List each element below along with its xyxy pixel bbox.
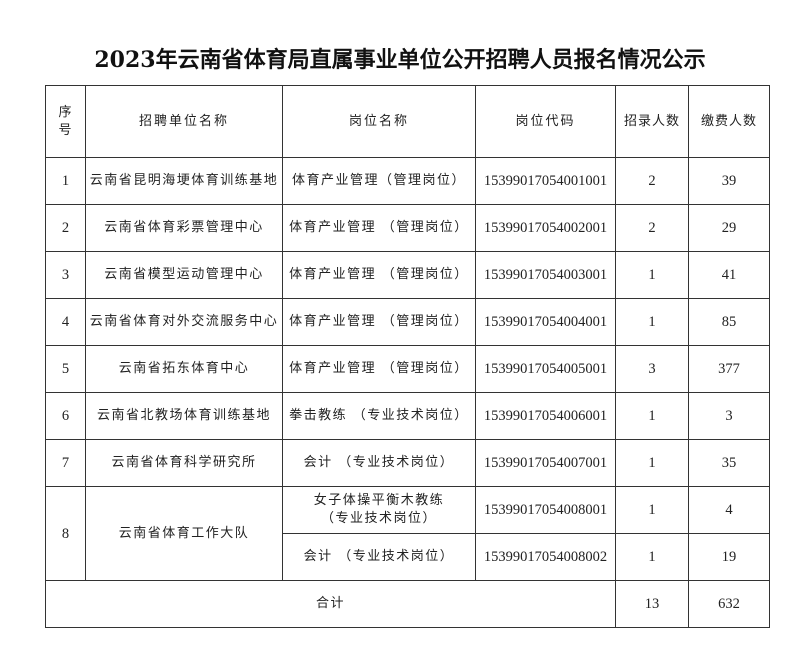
post-name: 体育产业管理 （管理岗位） bbox=[282, 345, 476, 393]
unit-name: 云南省北教场体育训练基地 bbox=[85, 392, 283, 440]
post-name: 体育产业管理 （管理岗位） bbox=[282, 251, 476, 299]
post-code: 15399017054002001 bbox=[475, 204, 616, 252]
row-number: 3 bbox=[45, 251, 86, 299]
paid-count: 39 bbox=[688, 157, 770, 205]
registration-table: 序号 招聘单位名称 岗位名称 岗位代码 招录人数 缴费人数 1 云南省昆明海埂体育… bbox=[45, 85, 770, 628]
row-number: 1 bbox=[45, 157, 86, 205]
unit-name: 云南省体育彩票管理中心 bbox=[85, 204, 283, 252]
unit-name: 云南省体育工作大队 bbox=[85, 486, 283, 581]
row-number: 7 bbox=[45, 439, 86, 487]
hire-count: 2 bbox=[615, 204, 689, 252]
table-row: 8 云南省体育工作大队 女子体操平衡木教练 （专业技术岗位） 1539901705400… bbox=[45, 486, 770, 581]
row-number: 4 bbox=[45, 298, 86, 346]
header-hire: 招录人数 bbox=[615, 85, 689, 158]
post-code: 15399017054001001 bbox=[475, 157, 616, 205]
post-name: 会计 （专业技术岗位） bbox=[282, 439, 476, 487]
header-code: 岗位代码 bbox=[475, 85, 616, 158]
unit-name: 云南省体育对外交流服务中心 bbox=[85, 298, 283, 346]
post-name: 体育产业管理 （管理岗位） bbox=[282, 298, 476, 346]
paid-count: 4 bbox=[688, 486, 770, 534]
table-row: 2 云南省体育彩票管理中心 体育产业管理 （管理岗位） 153990170540020… bbox=[45, 204, 770, 252]
post-name: 会计 （专业技术岗位） bbox=[282, 533, 476, 581]
hire-count: 1 bbox=[615, 392, 689, 440]
table-row: 7 云南省体育科学研究所 会计 （专业技术岗位） 15399017054007001 1… bbox=[45, 439, 770, 487]
header-post: 岗位名称 bbox=[282, 85, 476, 158]
paid-count: 377 bbox=[688, 345, 770, 393]
total-paid: 632 bbox=[688, 580, 770, 628]
total-label: 合计 bbox=[45, 580, 616, 628]
post-code: 15399017054004001 bbox=[475, 298, 616, 346]
hire-count: 2 bbox=[615, 157, 689, 205]
post-name-line2: （专业技术岗位） bbox=[320, 511, 437, 526]
hire-count: 1 bbox=[615, 298, 689, 346]
row-number: 2 bbox=[45, 204, 86, 252]
hire-count: 1 bbox=[615, 251, 689, 299]
post-code: 15399017054007001 bbox=[475, 439, 616, 487]
header-no: 序号 bbox=[45, 85, 86, 158]
table-row: 5 云南省拓东体育中心 体育产业管理 （管理岗位） 15399017054005001… bbox=[45, 345, 770, 393]
paid-count: 19 bbox=[688, 533, 770, 581]
table-row: 3 云南省模型运动管理中心 体育产业管理 （管理岗位） 153990170540030… bbox=[45, 251, 770, 299]
table-row: 4 云南省体育对外交流服务中心 体育产业管理 （管理岗位） 1539901705400… bbox=[45, 298, 770, 346]
unit-name: 云南省昆明海埂体育训练基地 bbox=[85, 157, 283, 205]
post-code: 15399017054003001 bbox=[475, 251, 616, 299]
post-name: 体育产业管理 （管理岗位） bbox=[282, 204, 476, 252]
table-row: 1 云南省昆明海埂体育训练基地 体育产业管理（管理岗位） 15399017054001… bbox=[45, 157, 770, 205]
paid-count: 29 bbox=[688, 204, 770, 252]
hire-count: 1 bbox=[615, 533, 689, 581]
total-hire: 13 bbox=[615, 580, 689, 628]
post-code: 15399017054005001 bbox=[475, 345, 616, 393]
post-name-line1: 女子体操平衡木教练 bbox=[313, 493, 445, 508]
post-name: 拳击教练 （专业技术岗位） bbox=[282, 392, 476, 440]
table-row: 会计 （专业技术岗位） 15399017054008002 1 19 bbox=[46, 533, 770, 581]
hire-count: 3 bbox=[615, 345, 689, 393]
header-unit: 招聘单位名称 bbox=[85, 85, 283, 158]
paid-count: 85 bbox=[688, 298, 770, 346]
row-number: 6 bbox=[45, 392, 86, 440]
table-row: 6 云南省北教场体育训练基地 拳击教练 （专业技术岗位） 15399017054006… bbox=[45, 392, 770, 440]
paid-count: 41 bbox=[688, 251, 770, 299]
unit-name: 云南省模型运动管理中心 bbox=[85, 251, 283, 299]
unit-name: 云南省拓东体育中心 bbox=[85, 345, 283, 393]
hire-count: 1 bbox=[615, 439, 689, 487]
row-number: 8 bbox=[45, 486, 86, 581]
row-number: 5 bbox=[45, 345, 86, 393]
paid-count: 35 bbox=[688, 439, 770, 487]
post-name: 体育产业管理（管理岗位） bbox=[282, 157, 476, 205]
post-code: 15399017054008002 bbox=[475, 533, 616, 581]
post-code: 15399017054008001 bbox=[475, 486, 616, 534]
unit-name: 云南省体育科学研究所 bbox=[85, 439, 283, 487]
header-paid: 缴费人数 bbox=[688, 85, 770, 158]
post-code: 15399017054006001 bbox=[475, 392, 616, 440]
post-name: 女子体操平衡木教练 （专业技术岗位） bbox=[282, 486, 476, 534]
total-row: 合计 13 632 bbox=[45, 580, 770, 628]
paid-count: 3 bbox=[688, 392, 770, 440]
hire-count: 1 bbox=[615, 486, 689, 534]
page-title: 2023年云南省体育局直属事业单位公开招聘人员报名情况公示 bbox=[94, 47, 706, 73]
header-row: 序号 招聘单位名称 岗位名称 岗位代码 招录人数 缴费人数 bbox=[45, 85, 770, 158]
